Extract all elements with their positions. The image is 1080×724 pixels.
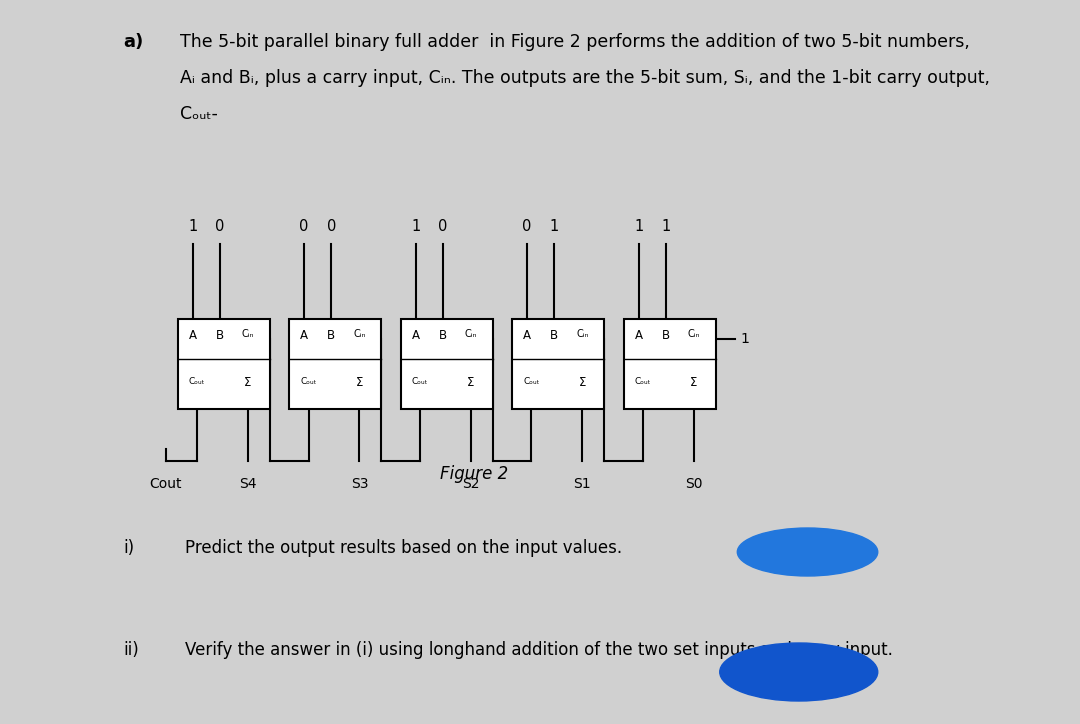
Text: Σ: Σ xyxy=(244,376,252,389)
Text: Cₒᵤₜ: Cₒᵤₜ xyxy=(189,377,205,387)
Text: A: A xyxy=(189,329,197,342)
Text: S1: S1 xyxy=(573,477,591,491)
Text: 0: 0 xyxy=(326,219,336,234)
Text: 0: 0 xyxy=(523,219,531,234)
Ellipse shape xyxy=(719,643,878,701)
Text: Cᵢₙ: Cᵢₙ xyxy=(353,329,366,339)
Text: A: A xyxy=(635,329,643,342)
Text: Cₒᵤₜ-: Cₒᵤₜ- xyxy=(180,105,218,123)
Text: S0: S0 xyxy=(685,477,703,491)
Bar xyxy=(289,319,381,409)
Text: 1: 1 xyxy=(741,332,750,346)
Text: 1: 1 xyxy=(188,219,198,234)
Text: B: B xyxy=(327,329,336,342)
Text: S3: S3 xyxy=(351,477,368,491)
Text: Figure 2: Figure 2 xyxy=(440,466,508,483)
Text: B: B xyxy=(662,329,670,342)
Bar xyxy=(178,319,270,409)
Text: Σ: Σ xyxy=(690,376,698,389)
Text: The 5-bit parallel binary full adder  in Figure 2 performs the addition of two 5: The 5-bit parallel binary full adder in … xyxy=(180,33,970,51)
Text: i): i) xyxy=(123,539,134,557)
Text: Cᵢₙ: Cᵢₙ xyxy=(464,329,477,339)
Text: A: A xyxy=(523,329,531,342)
Text: Cₒᵤₜ: Cₒᵤₜ xyxy=(635,377,651,387)
Text: Predict the output results based on the input values.: Predict the output results based on the … xyxy=(185,539,622,557)
Text: 1: 1 xyxy=(634,219,644,234)
Text: Cₒᵤₜ: Cₒᵤₜ xyxy=(411,377,428,387)
Text: ii): ii) xyxy=(123,641,139,659)
Text: 1: 1 xyxy=(550,219,559,234)
Text: Verify the answer in (i) using longhand addition of the two set inputs and carry: Verify the answer in (i) using longhand … xyxy=(185,641,893,659)
Text: B: B xyxy=(438,329,447,342)
Text: Cᵢₙ: Cᵢₙ xyxy=(576,329,589,339)
Text: 1: 1 xyxy=(411,219,420,234)
Bar xyxy=(512,319,605,409)
Text: B: B xyxy=(550,329,558,342)
Text: Cᵢₙ: Cᵢₙ xyxy=(242,329,254,339)
Text: A: A xyxy=(411,329,420,342)
Text: Cout: Cout xyxy=(149,477,181,491)
Text: S4: S4 xyxy=(239,477,257,491)
Text: 0: 0 xyxy=(215,219,225,234)
Text: Σ: Σ xyxy=(468,376,474,389)
Text: Cᵢₙ: Cᵢₙ xyxy=(688,329,700,339)
Text: B: B xyxy=(216,329,224,342)
Text: Aᵢ and Bᵢ, plus a carry input, Cᵢₙ. The outputs are the 5-bit sum, Sᵢ, and the 1: Aᵢ and Bᵢ, plus a carry input, Cᵢₙ. The … xyxy=(180,69,990,87)
Text: S2: S2 xyxy=(462,477,480,491)
Text: Cₒᵤₜ: Cₒᵤₜ xyxy=(300,377,316,387)
Text: a): a) xyxy=(123,33,144,51)
Text: 0: 0 xyxy=(438,219,447,234)
Text: Cₒᵤₜ: Cₒᵤₜ xyxy=(524,377,540,387)
Text: Σ: Σ xyxy=(579,376,586,389)
Text: Σ: Σ xyxy=(355,376,363,389)
Bar xyxy=(623,319,716,409)
Text: 0: 0 xyxy=(299,219,309,234)
Ellipse shape xyxy=(738,528,878,576)
Text: A: A xyxy=(300,329,308,342)
Text: 1: 1 xyxy=(661,219,671,234)
Bar xyxy=(401,319,492,409)
